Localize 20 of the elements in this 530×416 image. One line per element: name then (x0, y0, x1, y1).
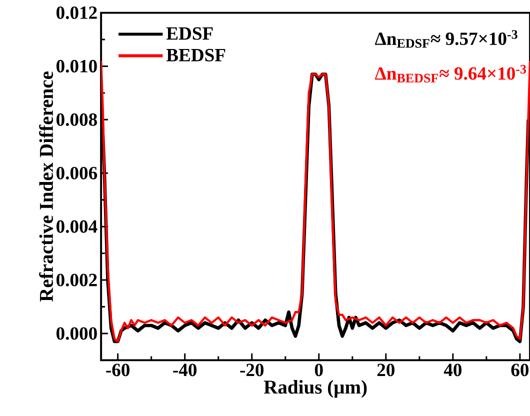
annotation: Δn$_{EDSF}$≈ 9.57×10$^{-3}$ (375, 30, 518, 48)
x-axis-title: Radius (μm) (264, 380, 367, 398)
legend-label: BEDSF (166, 48, 226, 62)
y-tick-label: 0.010 (56, 60, 97, 72)
x-tick-label: 60 (511, 364, 529, 376)
annotation: Δn$_{BEDSF}$≈ 9.64×10$^{-3}$ (375, 64, 526, 82)
y-tick-label: 0.004 (56, 220, 98, 233)
y-tick-label: 0.008 (56, 113, 97, 126)
y-tick-label: 0.006 (56, 166, 98, 180)
x-tick-label: 40 (444, 364, 462, 376)
y-tick-label: 0.012 (56, 6, 97, 19)
y-tick-label: 0.002 (56, 274, 97, 286)
x-tick-label: -20 (240, 364, 264, 376)
y-tick-label: 0.000 (56, 327, 97, 340)
y-axis-title: Refractive Index Difference (39, 71, 54, 302)
x-tick-label: -60 (106, 364, 130, 376)
x-tick-label: -40 (173, 364, 197, 376)
x-tick-label: 20 (377, 364, 394, 376)
legend-label: EDSF (166, 27, 213, 40)
x-tick-label: 0 (314, 364, 323, 376)
